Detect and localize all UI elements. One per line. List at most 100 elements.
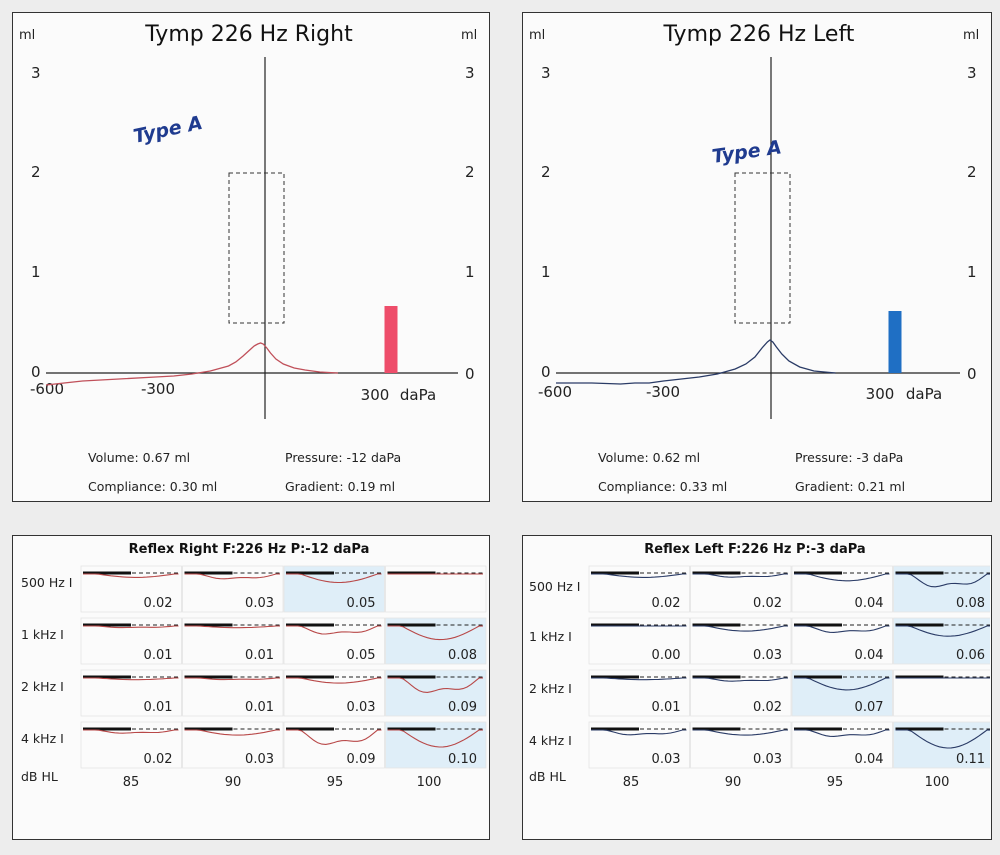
y-tick-right-2: 2 [967, 163, 977, 181]
reflex-trace [692, 625, 788, 632]
x-unit: daPa [906, 385, 942, 403]
col-label-95: 95 [827, 775, 844, 790]
reflex-trace [895, 573, 990, 588]
reflex-value-label: 0.09 [347, 752, 376, 767]
row-label-2khz: 2 kHz I [21, 679, 64, 694]
reflex-trace [895, 729, 990, 749]
y-tick-left-2: 2 [31, 163, 41, 181]
reflex-cell [791, 565, 893, 613]
reflex-right-panel: Reflex Right F:226 Hz P:-12 daPa 500 Hz … [12, 535, 490, 840]
reflex-trace [692, 729, 788, 736]
reflex-cell [588, 565, 690, 613]
reflex-value-label: 0.10 [448, 752, 477, 767]
reflex-trace [83, 677, 179, 681]
reflex-trace [184, 625, 280, 629]
reflex-cell [182, 565, 284, 613]
reflex-value-label: 0.02 [652, 596, 681, 611]
y-tick-left-0: 0 [31, 363, 41, 381]
volume-measure: Volume: 0.62 ml [598, 450, 700, 465]
type-annotation: Type A [131, 112, 204, 148]
row-label-1khz: 1 kHz I [529, 629, 572, 644]
reflex-value-label: 0.03 [347, 700, 376, 715]
tympanogram-right-chart: Tymp 226 Hz Right ml ml 3 2 1 0 3 2 1 0 … [19, 22, 477, 494]
reflex-trace [591, 729, 687, 736]
reflex-value-label: 0.02 [144, 752, 173, 767]
reflex-cell [80, 669, 182, 717]
reflex-cell [182, 721, 284, 769]
pressure-measure: Pressure: -12 daPa [285, 450, 401, 465]
reflex-cell [80, 565, 182, 613]
reflex-cell [283, 617, 385, 665]
chart-title: Tymp 226 Hz Left [663, 22, 855, 47]
y-tick-right-3: 3 [967, 64, 977, 82]
reflex-value-label: 0.02 [144, 596, 173, 611]
y-tick-left-2: 2 [541, 163, 551, 181]
y-tick-right-2: 2 [465, 163, 475, 181]
reflex-value-label: 0.08 [956, 596, 985, 611]
reflex-trace [591, 573, 687, 578]
col-label-85: 85 [123, 775, 140, 790]
reflex-cell [182, 617, 284, 665]
reflex-left-panel: Reflex Left F:226 Hz P:-3 daPa 500 Hz I … [522, 535, 992, 840]
reflex-trace [794, 729, 890, 737]
normal-range-box [228, 172, 285, 324]
x-tick-neg600: -600 [538, 383, 572, 401]
col-label-90: 90 [225, 775, 242, 790]
x-tick-300: 300 [361, 386, 390, 404]
y-unit-right: ml [963, 28, 979, 43]
reflex-trace [591, 677, 687, 681]
row-label-2khz: 2 kHz I [529, 681, 572, 696]
row-label-500hz: 500 Hz I [529, 579, 580, 594]
reflex-trace [286, 625, 382, 635]
reflex-cell [283, 669, 385, 717]
reflex-value-label: 0.06 [956, 648, 985, 663]
y-tick-right-3: 3 [465, 64, 475, 82]
reflex-trace [895, 625, 990, 637]
x-unit: daPa [400, 386, 436, 404]
reflex-value-label: 0.01 [144, 700, 173, 715]
reflex-cell [385, 565, 487, 613]
chart-title: Tymp 226 Hz Right [144, 22, 353, 47]
reflex-value-label: 0.07 [855, 700, 884, 715]
tympanogram-curve [45, 342, 339, 386]
reflex-value-label: 0.01 [245, 700, 274, 715]
reflex-trace [184, 677, 280, 681]
reflex-cell [690, 721, 792, 769]
y-unit-right: ml [461, 28, 477, 43]
volume-bar [888, 311, 902, 373]
x-tick-neg300: -300 [646, 383, 680, 401]
reflex-trace [692, 677, 788, 682]
reflex-trace [387, 677, 484, 693]
reflex-value-label: 0.03 [753, 752, 782, 767]
reflex-cell [588, 669, 690, 717]
col-label-95: 95 [327, 775, 344, 790]
x-tick-neg300: -300 [141, 380, 175, 398]
reflex-left-grid: Reflex Left F:226 Hz P:-3 daPa 500 Hz I … [529, 542, 990, 790]
y-tick-right-0: 0 [465, 365, 475, 383]
reflex-cell [80, 617, 182, 665]
reflex-value-label: 0.05 [347, 648, 376, 663]
reflex-trace [286, 573, 382, 584]
reflex-cell [182, 669, 284, 717]
reflex-trace [184, 573, 280, 580]
gradient-measure: Gradient: 0.19 ml [285, 479, 395, 494]
tympanogram-curve [556, 339, 836, 385]
volume-bar [384, 306, 398, 373]
y-tick-left-3: 3 [541, 64, 551, 82]
x-unit-label: dB HL [21, 769, 58, 784]
reflex-trace [184, 729, 280, 736]
compliance-measure: Compliance: 0.33 ml [598, 479, 727, 494]
reflex-cell [588, 617, 690, 665]
reflex-value-label: 0.03 [652, 752, 681, 767]
y-tick-right-1: 1 [967, 263, 977, 281]
reflex-cell [893, 669, 990, 717]
col-label-100: 100 [925, 775, 950, 790]
reflex-value-label: 0.01 [652, 700, 681, 715]
col-label-100: 100 [417, 775, 442, 790]
volume-measure: Volume: 0.67 ml [88, 450, 190, 465]
reflex-cell [588, 721, 690, 769]
tympanogram-left-panel: Tymp 226 Hz Left ml ml 3 2 1 0 3 2 1 0 -… [522, 12, 992, 502]
reflex-cell [283, 721, 385, 769]
x-unit-label: dB HL [529, 769, 566, 784]
col-label-90: 90 [725, 775, 742, 790]
